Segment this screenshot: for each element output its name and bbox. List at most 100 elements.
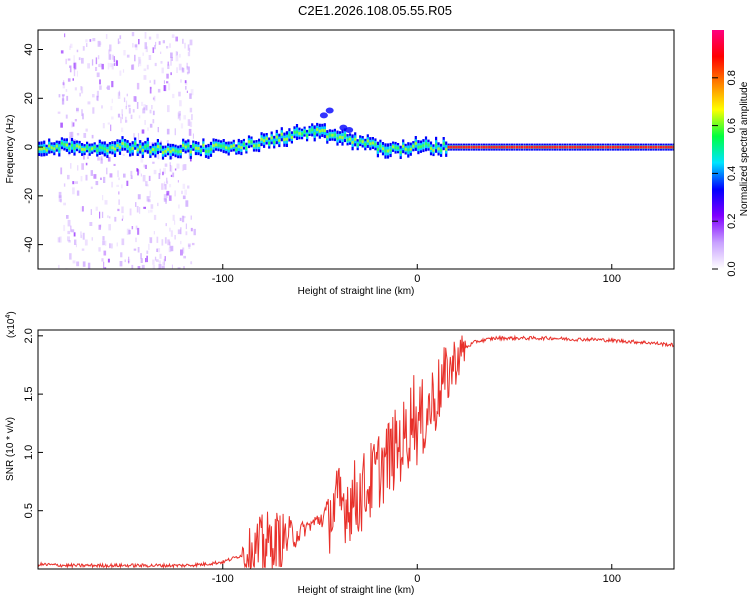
noise-speckle: [102, 236, 105, 241]
ridge-cell-core: [81, 147, 84, 151]
ridge-cell-core: [184, 145, 187, 149]
noise-speckle: [126, 228, 130, 235]
ridge-cell-core: [366, 139, 369, 143]
ridge-cell-core: [445, 147, 448, 151]
ridge-cell-core: [187, 144, 190, 148]
noise-speckle: [93, 174, 97, 179]
noise-speckle: [180, 227, 182, 235]
ridge-cell-core: [242, 142, 245, 146]
noise-speckle: [97, 157, 100, 161]
noise-speckle: [143, 151, 145, 155]
noise-speckle: [69, 136, 71, 143]
noise-speckle: [185, 231, 188, 236]
ridge-cell-core: [665, 145, 668, 149]
noise-speckle: [70, 131, 74, 137]
ridge-cell-core: [488, 145, 491, 149]
noise-speckle: [109, 63, 113, 68]
snr-marks: [38, 334, 674, 569]
noise-speckle: [138, 152, 140, 157]
ridge-cell-core: [159, 146, 162, 150]
noise-speckle: [191, 114, 193, 121]
ridge-blob: [339, 124, 348, 131]
noise-speckle: [82, 232, 85, 240]
noise-speckle: [143, 206, 146, 209]
noise-speckle: [60, 167, 63, 175]
noise-speckle: [101, 258, 104, 262]
noise-speckle: [98, 224, 101, 230]
noise-speckle: [83, 153, 85, 160]
ridge-cell-core: [199, 149, 202, 153]
noise-speckle: [160, 51, 162, 54]
ridge-cell-core: [419, 145, 422, 149]
noise-speckle: [143, 104, 146, 109]
noise-speckle: [62, 83, 66, 89]
noise-speckle: [106, 167, 108, 175]
ridge-cell-core: [538, 145, 541, 149]
noise-speckle: [69, 132, 72, 139]
noise-speckle: [188, 47, 191, 52]
noise-speckle: [67, 230, 71, 235]
ridge-cell-core: [465, 145, 468, 149]
noise-speckle: [58, 94, 61, 98]
noise-speckle: [87, 101, 91, 105]
noise-speckle: [118, 177, 120, 181]
noise-speckle: [140, 253, 142, 259]
colorbar-tick-label: 0.2: [726, 214, 738, 229]
ridge-cell-core: [194, 146, 197, 150]
noise-speckle: [66, 215, 69, 219]
noise-speckle: [117, 92, 121, 99]
ridge-cell-core: [627, 145, 630, 149]
ridge-cell-core: [197, 147, 200, 150]
ridge-cell-core: [204, 149, 208, 153]
noise-speckle: [98, 247, 101, 252]
ridge-cell-core: [98, 145, 101, 149]
spectrogram-y-ticks: -40 -20 0 20 40: [23, 43, 43, 253]
ridge-cell-core: [141, 148, 144, 152]
noise-speckle: [182, 183, 186, 189]
ridge-cell-core: [569, 145, 572, 149]
ridge-cell-core: [563, 145, 567, 149]
noise-speckle: [166, 190, 170, 196]
noise-speckle: [118, 41, 121, 44]
noise-speckle: [177, 112, 180, 120]
noise-speckle: [169, 162, 171, 166]
ridge-cell-core: [301, 132, 304, 136]
noise-speckle: [125, 116, 127, 123]
noise-speckle: [184, 82, 188, 86]
ridge-cell-core: [273, 140, 276, 144]
noise-speckle: [80, 206, 83, 212]
noise-speckle: [85, 174, 88, 181]
ridge-cell-core: [371, 141, 374, 145]
spectrogram-panel: -100 0 100 -40 -20 0 20 40 Height of straight …: [5, 29, 675, 297]
snr-series-line: [38, 334, 674, 569]
ridge-cell-core: [485, 145, 488, 149]
noise-speckle: [63, 183, 66, 187]
ridge-cell-core: [503, 145, 506, 149]
ridge-cell-core: [389, 148, 392, 152]
noise-speckle: [175, 36, 178, 42]
noise-speckle: [158, 41, 161, 45]
noise-speckle: [62, 94, 64, 102]
ridge-cell-core: [164, 149, 167, 153]
ridge-cell-core: [601, 145, 604, 149]
ridge-cell-core: [558, 145, 562, 149]
noise-speckle: [180, 240, 182, 245]
noise-speckle: [188, 245, 191, 249]
noise-speckle: [133, 248, 137, 251]
noise-speckle: [86, 43, 88, 47]
noise-speckle: [127, 259, 131, 263]
noise-speckle: [95, 181, 99, 186]
ridge-cell-core: [341, 136, 344, 140]
noise-speckle: [128, 104, 131, 108]
ridge-cell-core: [177, 150, 180, 154]
noise-speckle: [180, 249, 183, 256]
noise-speckle: [187, 51, 191, 57]
ridge-cell-core: [131, 146, 134, 150]
ridge-cell-core: [260, 137, 263, 141]
noise-speckle: [164, 237, 167, 244]
noise-speckle: [140, 258, 143, 263]
noise-speckle: [157, 127, 159, 133]
noise-speckle: [123, 50, 126, 56]
noise-speckle: [149, 109, 152, 114]
ridge-cell-core: [450, 145, 453, 149]
